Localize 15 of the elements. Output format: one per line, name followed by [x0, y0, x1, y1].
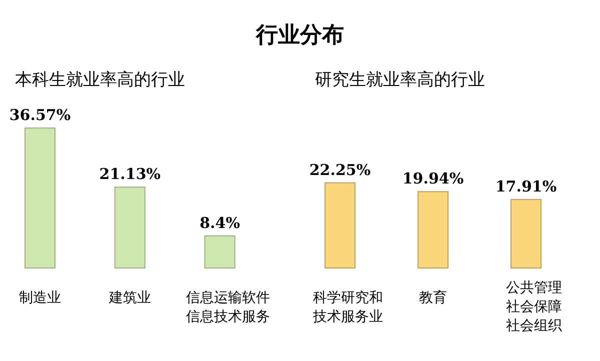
data-label: 17.91%	[495, 177, 557, 196]
x-tick-label: 建筑业	[108, 290, 151, 306]
x-tick-label: 制造业	[19, 290, 61, 306]
chart-title: 本科生就业率高的行业	[15, 70, 185, 90]
data-label: 19.94%	[402, 170, 464, 188]
x-tick-label: 科学研究和技术服务业	[312, 290, 383, 325]
data-label: 36.57%	[9, 106, 71, 124]
x-tick-label: 教育	[419, 289, 447, 306]
data-label: 8.4%	[200, 214, 240, 232]
data-label: 21.13%	[99, 165, 161, 184]
x-tick-label: 信息运输软件信息技术服务	[186, 290, 270, 325]
chart-title: 研究生就业率高的行业	[315, 70, 485, 90]
text: 行业分布	[255, 23, 344, 48]
data-label: 22.25%	[309, 160, 371, 179]
x-tick-label: 公共管理社会保障社会组织	[506, 280, 562, 334]
